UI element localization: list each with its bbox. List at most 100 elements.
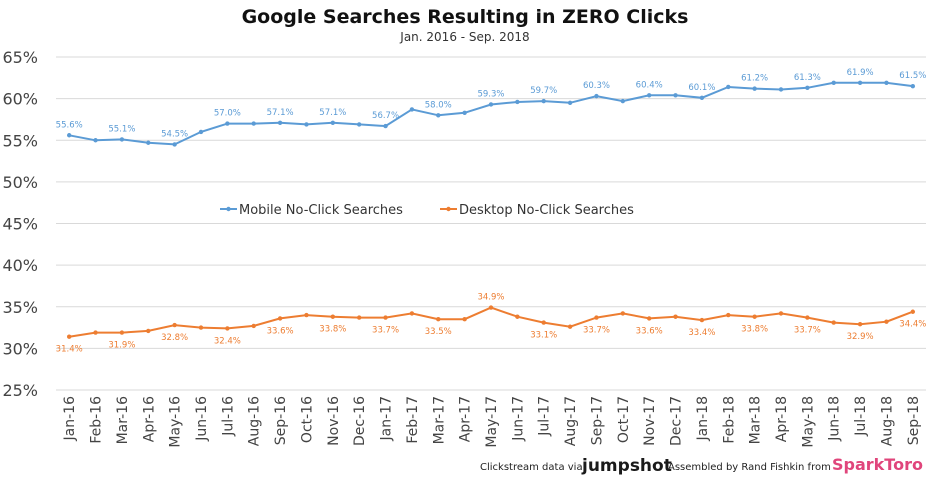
credit-prefix: Clickstream data via — [480, 462, 583, 473]
data-point — [673, 314, 678, 319]
x-tick-label: Mar-16 — [115, 396, 131, 444]
data-label: 61.5% — [899, 71, 926, 81]
data-point — [225, 121, 230, 126]
data-label: 57.1% — [267, 108, 294, 118]
data-point — [884, 319, 889, 324]
data-point — [436, 317, 441, 322]
data-label: 33.4% — [688, 328, 715, 338]
x-tick-label: Apr-18 — [774, 396, 790, 442]
data-label: 61.3% — [794, 73, 821, 83]
data-label: 33.5% — [425, 327, 452, 337]
data-label: 32.9% — [847, 332, 874, 342]
x-tick-label: Apr-17 — [458, 396, 474, 442]
data-point — [330, 314, 336, 319]
data-point — [646, 316, 652, 321]
data-label: 60.4% — [636, 80, 663, 90]
x-tick-label: Nov-16 — [326, 396, 342, 446]
data-point — [93, 330, 98, 335]
series-line — [69, 306, 914, 338]
data-point — [541, 98, 546, 104]
x-tick-label: May-17 — [484, 396, 500, 448]
data-point — [198, 325, 204, 330]
data-point — [699, 317, 705, 323]
x-tick-label: Mar-18 — [748, 396, 764, 444]
x-tick-label: May-16 — [168, 396, 184, 448]
x-tick-label: Feb-17 — [405, 396, 421, 444]
sparktoro-logo: SparkToro — [832, 455, 923, 474]
legend: Mobile No-Click Searches Desktop No-Clic… — [220, 203, 634, 218]
data-point — [119, 137, 125, 142]
data-point — [726, 312, 731, 318]
data-point — [409, 107, 415, 112]
data-point — [620, 311, 626, 316]
data-label: 33.7% — [372, 326, 399, 336]
x-tick-label: Sep-16 — [273, 396, 289, 445]
data-point — [146, 140, 151, 145]
data-point — [356, 315, 362, 320]
data-point — [383, 315, 388, 320]
y-tick-label: 65% — [2, 48, 38, 67]
data-point — [778, 311, 784, 316]
legend-desktop-marker — [446, 206, 451, 212]
data-label: 33.8% — [319, 325, 346, 335]
data-point — [277, 120, 283, 125]
data-point — [620, 98, 626, 104]
series-group: 55.6% 55.1% 54.5% 57.0% 57.1% 57.1% 56.7% 58.0%… — [56, 68, 927, 355]
data-point — [251, 121, 256, 126]
data-point — [594, 315, 599, 320]
x-tick-label: Jan-16 — [62, 396, 78, 442]
x-tick-label: Jul-17 — [537, 396, 553, 437]
data-point — [699, 95, 705, 100]
data-point — [488, 305, 494, 310]
data-label: 58.0% — [425, 100, 452, 110]
x-tick-label: Sep-18 — [906, 396, 922, 445]
x-tick-label: Oct-16 — [299, 396, 315, 443]
chart-title: Google Searches Resulting in ZERO Clicks — [242, 6, 689, 28]
data-label: 32.4% — [214, 336, 241, 346]
data-point — [330, 120, 336, 125]
data-label: 56.7% — [372, 111, 399, 121]
data-label: 55.1% — [108, 124, 135, 134]
data-point — [172, 322, 177, 328]
data-label: 61.2% — [741, 74, 768, 84]
data-point — [462, 317, 467, 322]
data-point — [910, 83, 916, 89]
chart-subtitle: Jan. 2016 - Sep. 2018 — [399, 30, 529, 44]
y-tick-label: 25% — [2, 381, 38, 400]
legend-mobile-marker — [226, 206, 231, 212]
data-label: 31.4% — [56, 345, 83, 355]
x-tick-label: Feb-16 — [89, 396, 105, 444]
data-label: 33.7% — [583, 326, 610, 336]
legend-mobile-label: Mobile No-Click Searches — [239, 203, 403, 218]
data-point — [436, 113, 441, 118]
x-tick-label: Jun-17 — [510, 396, 526, 442]
data-point — [857, 80, 863, 86]
data-label: 31.9% — [108, 341, 135, 351]
x-tick-label: Jul-18 — [853, 396, 869, 437]
y-axis: 25% 30% 35% 40% 45% 50% 55% 60% 65% — [2, 48, 38, 400]
data-point — [93, 138, 98, 143]
grid-lines — [56, 56, 926, 391]
data-point — [857, 322, 863, 327]
x-tick-label: Dec-16 — [352, 396, 368, 446]
data-point — [383, 123, 388, 129]
x-tick-label: Jun-18 — [827, 396, 843, 442]
data-point — [277, 316, 283, 321]
data-point — [831, 320, 836, 325]
x-tick-label: Jun-16 — [194, 396, 210, 442]
data-point — [172, 142, 177, 147]
data-label: 57.1% — [319, 108, 346, 118]
data-label: 33.6% — [267, 326, 294, 336]
x-tick-label: Feb-18 — [721, 396, 737, 444]
x-tick-label: Mar-17 — [431, 396, 447, 444]
data-point — [515, 314, 520, 319]
series-mobile: 55.6% 55.1% 54.5% 57.0% 57.1% 57.1% 56.7% 58.0%… — [56, 68, 926, 147]
data-label: 60.1% — [688, 83, 715, 93]
data-point — [567, 324, 573, 329]
data-label: 60.3% — [583, 81, 610, 91]
x-tick-label: Aug-16 — [247, 396, 263, 446]
data-point — [594, 93, 599, 99]
data-point — [198, 129, 204, 135]
data-point — [910, 309, 916, 314]
